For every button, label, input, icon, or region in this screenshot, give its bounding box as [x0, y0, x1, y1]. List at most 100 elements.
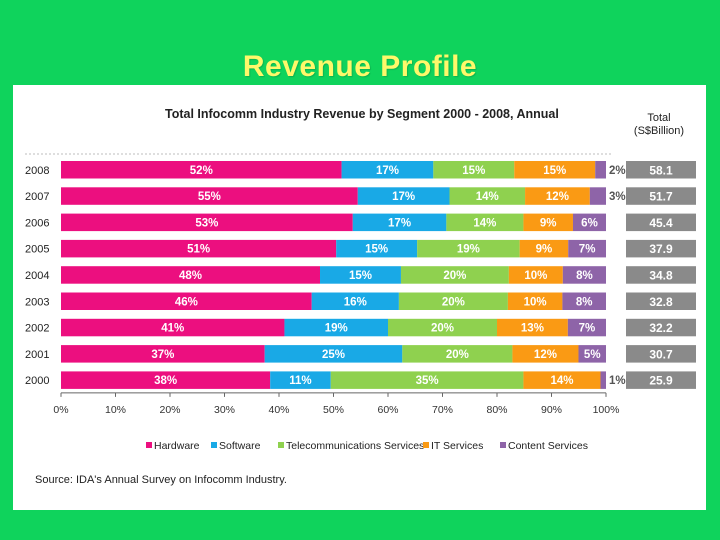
- bar-segment: [398, 292, 508, 310]
- data-label: 3%: [609, 191, 626, 203]
- data-label: 53%: [195, 217, 218, 229]
- year-label: 2006: [25, 217, 49, 229]
- legend-swatch: [211, 442, 217, 448]
- bar-segment: [61, 187, 358, 205]
- data-label: 6%: [581, 217, 598, 229]
- totals-header-line-1: Total: [647, 112, 670, 124]
- data-label: 55%: [198, 191, 221, 203]
- data-label: 8%: [576, 296, 593, 308]
- data-label: 14%: [476, 191, 499, 203]
- total-box: [626, 266, 696, 284]
- bar-segment: [61, 345, 265, 363]
- legend-swatch: [146, 442, 152, 448]
- x-tick-label: 80%: [486, 404, 507, 416]
- bar-segment: [572, 213, 606, 232]
- bar-segment: [417, 239, 520, 258]
- legend-label: Software: [219, 440, 261, 452]
- data-label: 20%: [431, 323, 454, 335]
- bar-segment: [568, 239, 606, 258]
- data-label: 11%: [289, 375, 311, 387]
- data-label: 15%: [462, 165, 485, 177]
- bar-segment: [341, 161, 434, 179]
- year-label: 2008: [25, 165, 49, 177]
- total-box: [626, 239, 696, 258]
- bar-segment: [523, 213, 573, 232]
- bar-segment: [507, 292, 563, 310]
- bar-segment: [449, 187, 526, 205]
- data-label: 25%: [322, 349, 345, 361]
- total-value: 58.1: [649, 163, 673, 177]
- x-tick-label: 60%: [377, 404, 398, 416]
- bar-segment: [595, 161, 606, 179]
- data-label: 10%: [524, 296, 547, 308]
- source-note: Source: IDA's Annual Survey on Infocomm …: [35, 474, 287, 486]
- bar-segment: [567, 318, 606, 337]
- data-label: 41%: [161, 323, 184, 335]
- data-label: 37%: [151, 349, 174, 361]
- bar-segment: [270, 371, 331, 389]
- total-box: [626, 213, 696, 232]
- data-label: 15%: [543, 165, 566, 177]
- year-label: 2003: [25, 296, 49, 308]
- data-label: 38%: [154, 375, 177, 387]
- total-value: 51.7: [649, 190, 673, 204]
- data-label: 19%: [325, 323, 348, 335]
- bar-segment: [311, 292, 399, 310]
- data-label: 15%: [365, 244, 388, 256]
- bar-segment: [61, 318, 285, 337]
- total-box: [626, 345, 696, 363]
- legend-label: Content Services: [508, 440, 588, 452]
- bar-segment: [497, 318, 568, 337]
- year-label: 2000: [25, 375, 49, 387]
- bar-segment: [330, 371, 524, 389]
- legend-label: IT Services: [431, 440, 483, 452]
- bar-segment: [388, 318, 497, 337]
- total-box: [626, 292, 696, 310]
- x-tick-label: 0%: [53, 404, 68, 416]
- bar-segment: [562, 266, 606, 284]
- data-label: 9%: [540, 217, 557, 229]
- bar-segment: [578, 345, 606, 363]
- data-label: 20%: [446, 349, 469, 361]
- bar-segment: [61, 266, 321, 284]
- bar-segment: [514, 161, 596, 179]
- bar-segment: [61, 213, 353, 232]
- x-tick-label: 70%: [432, 404, 453, 416]
- data-label: 48%: [179, 270, 202, 282]
- year-label: 2004: [25, 270, 49, 282]
- total-value: 45.4: [649, 216, 673, 230]
- total-box: [626, 371, 696, 389]
- legend-label: Hardware: [154, 440, 200, 452]
- totals-header-line-2: (S$Billion): [634, 125, 684, 137]
- bar-segment: [320, 266, 401, 284]
- x-tick-label: 90%: [541, 404, 562, 416]
- data-label: 5%: [584, 349, 601, 361]
- data-label: 19%: [457, 244, 480, 256]
- total-value: 25.9: [649, 374, 673, 388]
- total-value: 37.9: [649, 242, 673, 256]
- data-label: 8%: [576, 270, 593, 282]
- data-label: 15%: [349, 270, 372, 282]
- x-tick-label: 10%: [105, 404, 126, 416]
- data-label: 52%: [190, 165, 213, 177]
- bar-segment: [512, 345, 579, 363]
- x-tick-label: 30%: [214, 404, 235, 416]
- legend-swatch: [500, 442, 506, 448]
- data-label: 14%: [473, 217, 496, 229]
- bar-segment: [589, 187, 606, 205]
- data-label: 14%: [550, 375, 573, 387]
- chart-title: Total Infocomm Industry Revenue by Segme…: [165, 107, 559, 121]
- bar-segment: [402, 345, 513, 363]
- year-label: 2002: [25, 323, 49, 335]
- data-label: 2%: [609, 165, 626, 177]
- bar-segment: [264, 345, 403, 363]
- data-label: 12%: [534, 349, 557, 361]
- year-label: 2007: [25, 191, 49, 203]
- bar-segment: [519, 239, 569, 258]
- data-label: 20%: [442, 296, 465, 308]
- bar-segment: [357, 187, 450, 205]
- bar-segment: [446, 213, 524, 232]
- total-value: 32.2: [649, 321, 673, 335]
- bar-segment: [600, 371, 606, 389]
- x-tick-label: 20%: [159, 404, 180, 416]
